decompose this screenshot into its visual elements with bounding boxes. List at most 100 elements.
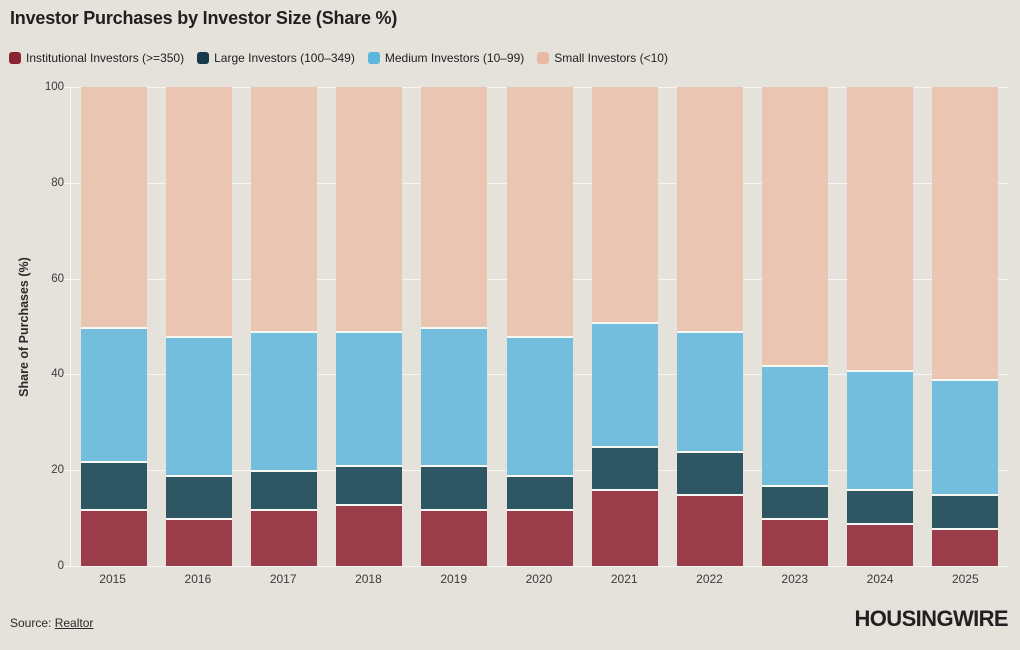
- bar-segment: [421, 465, 488, 509]
- bar-segment: [591, 321, 658, 447]
- y-tick-mark: [64, 374, 71, 376]
- bar-segment: [336, 503, 403, 566]
- bar-segment: [80, 460, 147, 509]
- bar-segment: [676, 451, 743, 495]
- bar-segment: [250, 87, 317, 332]
- y-tick-mark: [64, 278, 71, 280]
- legend-swatch-icon: [9, 52, 21, 64]
- gridline: [71, 566, 1008, 567]
- x-tick-label: 2020: [525, 572, 553, 586]
- housingwire-logo: HOUSINGWIRE: [854, 606, 1008, 631]
- bar-segment: [762, 87, 829, 365]
- legend-item: Large Investors (100–349): [197, 51, 355, 65]
- bar-stack: [847, 87, 914, 566]
- bar-segment: [165, 336, 232, 475]
- bar-segment: [591, 489, 658, 566]
- bar-segment: [165, 518, 232, 566]
- bar-group-2019: [412, 87, 497, 566]
- x-tick-label: 2015: [99, 572, 126, 586]
- legend-item: Institutional Investors (>=350): [9, 51, 184, 65]
- bar-stack: [80, 87, 147, 566]
- legend-label: Large Investors (100–349): [214, 51, 355, 65]
- bar-segment: [676, 494, 743, 566]
- bar-stack: [676, 87, 743, 566]
- bar-segment: [847, 87, 914, 370]
- y-tick-label: 100: [44, 81, 64, 93]
- bar-segment: [506, 336, 573, 476]
- bar-segment: [932, 87, 999, 380]
- source-prefix: Source:: [10, 616, 55, 630]
- legend-item: Small Investors (<10): [537, 51, 668, 65]
- x-tick-label: 2018: [355, 572, 382, 586]
- bar-segment: [421, 326, 488, 466]
- bar-segment: [250, 508, 317, 566]
- bar-segment: [165, 87, 232, 337]
- bar-group-2023: [753, 87, 838, 566]
- bar-segment: [591, 446, 658, 490]
- bar-segment: [250, 470, 317, 509]
- bar-segment: [762, 518, 829, 566]
- x-tick-label: 2023: [781, 572, 809, 586]
- bar-segment: [336, 465, 403, 504]
- bar-segment: [421, 87, 488, 327]
- chart-title: Investor Purchases by Investor Size (Sha…: [10, 8, 398, 28]
- bar-segment: [847, 522, 914, 566]
- y-tick-label: 20: [51, 464, 64, 477]
- y-tick-label: 80: [51, 176, 64, 189]
- bar-segment: [336, 87, 403, 332]
- y-tick-label: 60: [51, 272, 64, 285]
- x-tick-label: 2017: [269, 572, 297, 586]
- bar-stack: [591, 87, 658, 566]
- bar-segment: [591, 87, 658, 322]
- legend-label: Medium Investors (10–99): [384, 51, 525, 65]
- bar-segment: [80, 508, 147, 566]
- y-tick-mark: [64, 470, 71, 472]
- bar-stack: [165, 87, 232, 566]
- bar-group-2015: [71, 87, 156, 566]
- bar-stack: [932, 87, 999, 566]
- bar-segment: [676, 87, 743, 332]
- legend-label: Institutional Investors (>=350): [26, 51, 185, 65]
- legend-label: Small Investors (<10): [554, 51, 668, 65]
- y-tick-mark: [64, 566, 71, 567]
- y-tick-label: 0: [57, 560, 64, 572]
- x-tick-label: 2022: [696, 572, 723, 586]
- bar-segment: [336, 331, 403, 466]
- bar-segment: [932, 527, 999, 566]
- x-axis-tick-labels: 2015 2016 2017 2018 2019 2020 2021 2022 2023 2024…: [70, 572, 1008, 586]
- bar-group-2020: [497, 87, 582, 566]
- y-axis-tick-labels: 0 20 40 60 80 100: [28, 81, 64, 572]
- y-tick-mark: [64, 87, 71, 88]
- source-note: Source: Realtor: [10, 616, 93, 630]
- bar-group-2016: [156, 87, 241, 566]
- bar-stack: [506, 87, 573, 566]
- x-tick-label: 2024: [866, 572, 894, 586]
- bar-group-2017: [241, 87, 326, 566]
- bar-group-2025: [923, 87, 1008, 566]
- bar-segment: [932, 379, 999, 495]
- legend-swatch-icon: [197, 52, 210, 64]
- bar-segment: [80, 87, 147, 327]
- x-tick-label: 2025: [951, 572, 979, 586]
- bar-segment: [506, 87, 573, 337]
- bar-stack: [336, 87, 403, 566]
- bar-segment: [932, 494, 999, 528]
- y-tick-mark: [64, 182, 71, 184]
- bar-stack: [421, 87, 488, 566]
- x-tick-label: 2019: [440, 572, 468, 586]
- bar-segment: [762, 484, 829, 519]
- legend-item: Medium Investors (10–99): [367, 51, 525, 65]
- bar-series-container: [71, 87, 1008, 566]
- bar-stack: [250, 87, 317, 566]
- y-tick-label: 40: [51, 368, 64, 381]
- bar-group-2022: [667, 87, 752, 566]
- x-tick-label: 2021: [610, 572, 638, 586]
- bar-segment: [676, 331, 743, 452]
- bar-segment: [506, 508, 573, 566]
- bar-segment: [165, 475, 232, 519]
- bar-segment: [421, 508, 488, 566]
- plot-area: [64, 87, 1008, 567]
- bar-stack: [762, 87, 829, 566]
- bar-group-2021: [582, 87, 667, 566]
- source-link[interactable]: Realtor: [54, 616, 94, 630]
